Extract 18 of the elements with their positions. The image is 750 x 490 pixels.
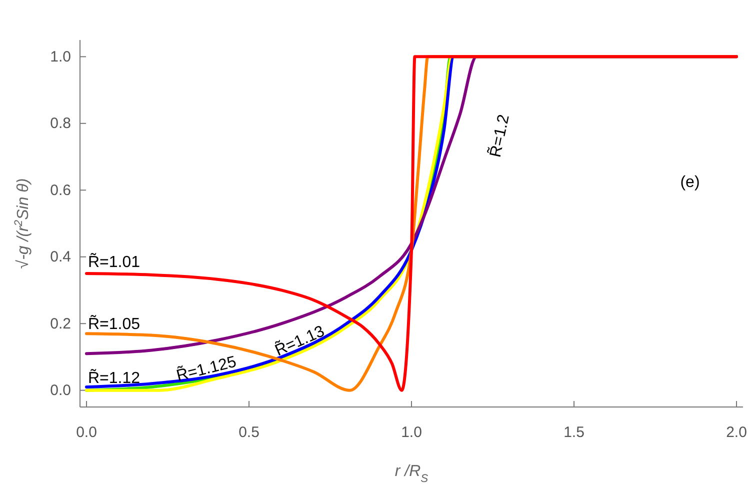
text: R̃=1.2 (486, 112, 513, 159)
series-label: R̃=1.01 (88, 252, 140, 271)
x-axis-title: r /R$_{S}$ (394, 463, 429, 485)
series-label: R̃=1.12 (88, 368, 140, 387)
y-tick-label: 0.6 (50, 182, 71, 199)
series-label: R̃=1.05 (88, 314, 140, 333)
x-tick-label: 1.5 (564, 424, 584, 441)
y-tick-label: 0.4 (50, 248, 71, 266)
x-tick-label: 0.5 (238, 424, 260, 441)
text: R̃=1.125 (174, 352, 238, 385)
y-tick-label: 1.0 (50, 48, 71, 66)
y-tick-label: 0.2 (50, 315, 71, 332)
x-tick-label: 2.0 (726, 424, 747, 441)
x-tick-label: 0.0 (76, 424, 97, 441)
annotation: (e) (680, 174, 700, 191)
x-tick-label: 1.0 (401, 424, 422, 441)
y-tick-label: 0.8 (50, 115, 71, 132)
y-tick-label: 0.0 (50, 382, 71, 400)
